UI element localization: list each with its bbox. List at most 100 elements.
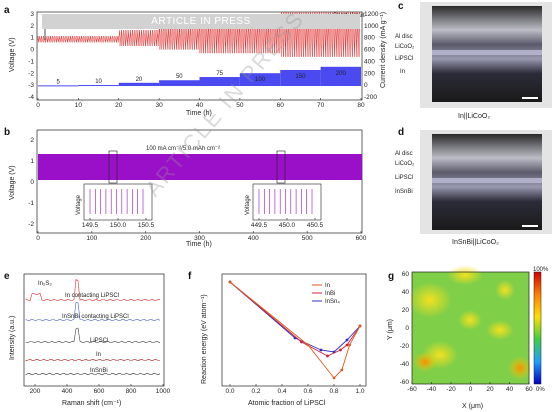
xtick-label: 70 <box>317 102 325 109</box>
panel-c-label-lco: LiCoO₂ <box>395 44 415 50</box>
raman-trace <box>25 372 161 376</box>
xtick-label: 800 <box>126 388 137 395</box>
xtick-label: 0.4 <box>277 388 286 395</box>
panel-e-raman-traces <box>25 278 161 376</box>
xtick-label: 10 <box>75 102 83 109</box>
xtick-label: 450.0 <box>279 222 296 229</box>
ytick-label: -200 <box>364 94 377 101</box>
rate-label: 200 <box>336 71 347 77</box>
inset2-xticks: 449.5 450.0 450.5 <box>251 218 324 229</box>
article-in-press-banner: ARTICLE IN PRESS <box>42 14 360 29</box>
xtick-label: 200 <box>30 388 41 395</box>
raman-trace <box>25 301 161 322</box>
inset1-zoom-box <box>108 150 118 184</box>
panel-a-label: a <box>4 5 10 16</box>
xtick-label: -60 <box>407 386 417 393</box>
panel-f-series <box>228 280 362 380</box>
panel-e-trace-label-2: LiPSCl <box>90 338 108 344</box>
panel-c-label-lipscl: LiPSCl <box>395 56 413 62</box>
xtick-label: 30 <box>156 102 164 109</box>
panel-d-label-al: Al disc <box>395 151 413 157</box>
panel-c-label: c <box>398 1 404 12</box>
xtick-label: 40 <box>196 102 204 109</box>
ytick-label: 1 <box>30 35 34 42</box>
panel-f-axes <box>221 273 367 387</box>
panel-d-label-lipscl: LiPSCl <box>395 175 413 181</box>
reaction-point <box>228 280 232 284</box>
ytick-label: 1200 <box>364 11 379 18</box>
inset1-xticks: 149.5 150.0 150.5 <box>82 218 155 229</box>
current-step <box>38 85 79 87</box>
ytick-label: -1 <box>28 200 34 207</box>
panel-d: d Al disc LiCoO₂ LiPSCl InSnBi InSnBi||L… <box>395 127 552 246</box>
xtick-label: 80 <box>357 102 365 109</box>
xtick-label: 0.6 <box>303 388 312 395</box>
xtick-label: 0 <box>36 235 40 242</box>
xtick-label: 500 <box>302 235 313 242</box>
rate-label: 50 <box>176 74 183 80</box>
ytick-label: -40 <box>400 361 410 368</box>
panel-e-xlabel: Raman shift (cm⁻¹) <box>62 400 121 407</box>
panel-e-trace-label-3: In <box>96 352 101 358</box>
current-step <box>280 70 321 86</box>
panel-d-label-insnbi: InSnBi <box>395 189 413 195</box>
xtick-label: 400 <box>62 388 73 395</box>
panel-b-xticks: 0 100 200 300 400 500 600 <box>36 231 367 242</box>
ytick-label: -3 <box>28 82 34 89</box>
panel-d-lipscl-layer <box>432 178 542 183</box>
panel-a-xticks: 0 10 20 30 40 50 60 70 80 <box>36 98 365 109</box>
panel-b-yticks: 2 1 0 -1 -2 <box>28 137 34 228</box>
ytick-label: -2 <box>28 221 34 228</box>
current-step <box>118 82 160 86</box>
inset2-axes <box>252 183 322 221</box>
ytick-label: 40 <box>402 289 410 296</box>
panel-g-xlabel: X (μm) <box>462 403 483 410</box>
reaction-series <box>229 281 361 379</box>
xtick-label: 600 <box>356 235 367 242</box>
panel-c-caption: In||LiCoO₂ <box>458 113 490 120</box>
panel-g-ylabel: Y (μm) <box>387 319 394 340</box>
ytick-label: 0 <box>30 47 34 54</box>
panel-f-legend: In InBi InSn₄ <box>312 283 340 305</box>
xtick-label: 60 <box>525 386 533 393</box>
panel-e-trace-label-0: In contacting LiPSCl <box>65 293 119 299</box>
panel-g-yticks: 60 40 20 0 -20 -40 -60 <box>400 271 410 386</box>
panel-b-ylabel: Voltage (V) <box>9 165 16 200</box>
xtick-label: 40 <box>506 386 514 393</box>
panel-a-yticks-right: 1200 1000 800 600 400 200 0 -200 <box>364 11 379 101</box>
rate-label: 5 <box>57 79 61 85</box>
inset1-trace <box>89 189 144 214</box>
panel-e-xticks: 200 400 600 800 1000 <box>30 384 171 395</box>
panel-a-current-steps: 5 10 20 50 75 100 150 200 <box>38 66 361 87</box>
panel-b-xlabel: Time (h) <box>186 241 212 248</box>
panel-g-map-blobs <box>408 265 532 380</box>
xtick-label: 50 <box>236 102 244 109</box>
xtick-label: 100 <box>86 235 97 242</box>
panel-f: f Reaction energy (eV atom⁻¹) Atomic fra… <box>188 271 367 407</box>
xtick-label: 20 <box>115 102 123 109</box>
ytick-label: -4 <box>28 94 34 101</box>
ytick-label: 0 <box>364 82 368 89</box>
xtick-label: 149.5 <box>82 222 99 229</box>
reaction-point <box>340 368 344 372</box>
panel-f-label: f <box>188 271 192 282</box>
current-step <box>320 66 361 86</box>
panel-c-lipscl-layer <box>432 50 542 55</box>
xtick-label: 0.2 <box>251 388 260 395</box>
panel-d-label: d <box>398 127 404 138</box>
reaction-point <box>300 340 303 344</box>
panel-g-xticks: -60 -40 -20 0 20 40 60 <box>407 382 533 393</box>
panel-e-trace-label-4: InSnBi <box>90 368 108 374</box>
reaction-series <box>229 281 361 357</box>
reaction-point <box>348 343 351 347</box>
panel-f-xlabel: Atomic fraction of LiPSCl <box>248 400 326 407</box>
ytick-label: 60 <box>402 271 410 278</box>
raman-trace <box>25 278 161 302</box>
panel-c: c Al disc LiCoO₂ LiPSCl In In||LiCoO₂ <box>395 1 552 120</box>
xtick-label: 1000 <box>156 388 171 395</box>
reaction-point <box>345 343 349 347</box>
xtick-label: -40 <box>427 386 437 393</box>
panel-e-label: e <box>4 271 10 282</box>
ytick-label: 1000 <box>364 23 379 30</box>
xtick-label: 0.8 <box>329 388 338 395</box>
